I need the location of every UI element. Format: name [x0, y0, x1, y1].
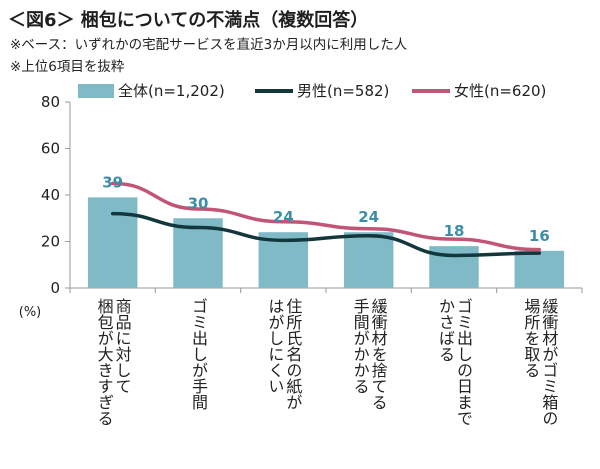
bar: [514, 250, 565, 288]
bar-data-label: 24: [273, 208, 294, 226]
y-tick-label: 60: [41, 140, 60, 158]
x-category-label: ゴミ出しが手間: [189, 298, 208, 410]
bar-data-label: 24: [358, 208, 379, 226]
bar-data-label: 39: [102, 173, 123, 191]
bar: [343, 232, 394, 288]
x-category-label: 住所氏名の紙が はがしにくい: [265, 298, 303, 410]
bar-data-label: 30: [188, 194, 209, 212]
y-tick-label: 0: [50, 279, 60, 297]
bar-data-label: 16: [529, 227, 550, 245]
x-category-label: ゴミ出しの日まで かさばる: [436, 298, 473, 426]
chart-title: ＜図6＞ 梱包についての不満点（複数回答）: [8, 10, 369, 31]
x-category-label: 商品に対して 梱包が大きすぎる: [94, 298, 132, 426]
y-tick-label: 20: [41, 233, 60, 251]
base-note: ※ベース：いずれかの宅配サービスを直近3か月以内に利用した人: [10, 37, 408, 53]
legend-entry: 全体(n=1,202): [118, 82, 225, 100]
legend-swatch: [78, 84, 114, 98]
legend-entry: 男性(n=582): [297, 82, 389, 100]
legend-entry: 女性(n=620): [454, 82, 546, 100]
bar: [87, 197, 138, 288]
axes: 0 20 40 60 80 (%): [19, 93, 583, 320]
series-line: [110, 181, 542, 252]
series-line: [110, 211, 542, 258]
x-category-label: 緩衝材がゴミ箱の 場所を取る: [521, 298, 559, 426]
y-tick-label: 40: [41, 186, 60, 204]
y-axis-unit: (%): [19, 305, 42, 320]
data-labels: 39 30 24 24 18 16: [102, 173, 550, 244]
legend: 全体(n=1,202) 男性(n=582) 女性(n=620): [78, 82, 546, 100]
x-category-label: 緩衝材を捨てる 手間がかかる: [350, 298, 388, 410]
series-lines: [110, 181, 542, 258]
y-tick-label: 80: [41, 93, 60, 111]
bar-data-label: 18: [444, 222, 465, 240]
subset-note: ※上位6項目を抜粋: [10, 59, 125, 75]
